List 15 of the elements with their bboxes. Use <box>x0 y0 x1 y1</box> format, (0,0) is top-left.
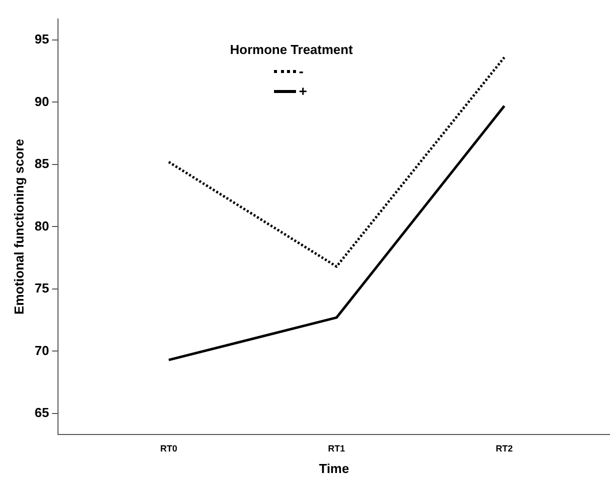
legend-label: - <box>298 63 305 79</box>
legend-title: Hormone Treatment <box>230 42 353 57</box>
y-tick-label: 80 <box>34 218 50 234</box>
x-tick-label: RT1 <box>328 443 346 454</box>
y-tick-label: 70 <box>34 342 50 358</box>
y-tick-label: 85 <box>34 156 50 172</box>
y-tick-label: 75 <box>34 280 50 296</box>
x-axis-title: Time <box>318 460 350 476</box>
x-tick-label: RT2 <box>496 443 513 454</box>
y-tick-label: 95 <box>34 32 50 47</box>
legend-label: + <box>298 83 308 99</box>
x-tick-label: RT0 <box>160 443 178 454</box>
y-tick-label: 65 <box>34 405 50 420</box>
y-tick-label: 90 <box>34 94 50 109</box>
y-axis-title: Emotional functioning score <box>11 138 26 314</box>
